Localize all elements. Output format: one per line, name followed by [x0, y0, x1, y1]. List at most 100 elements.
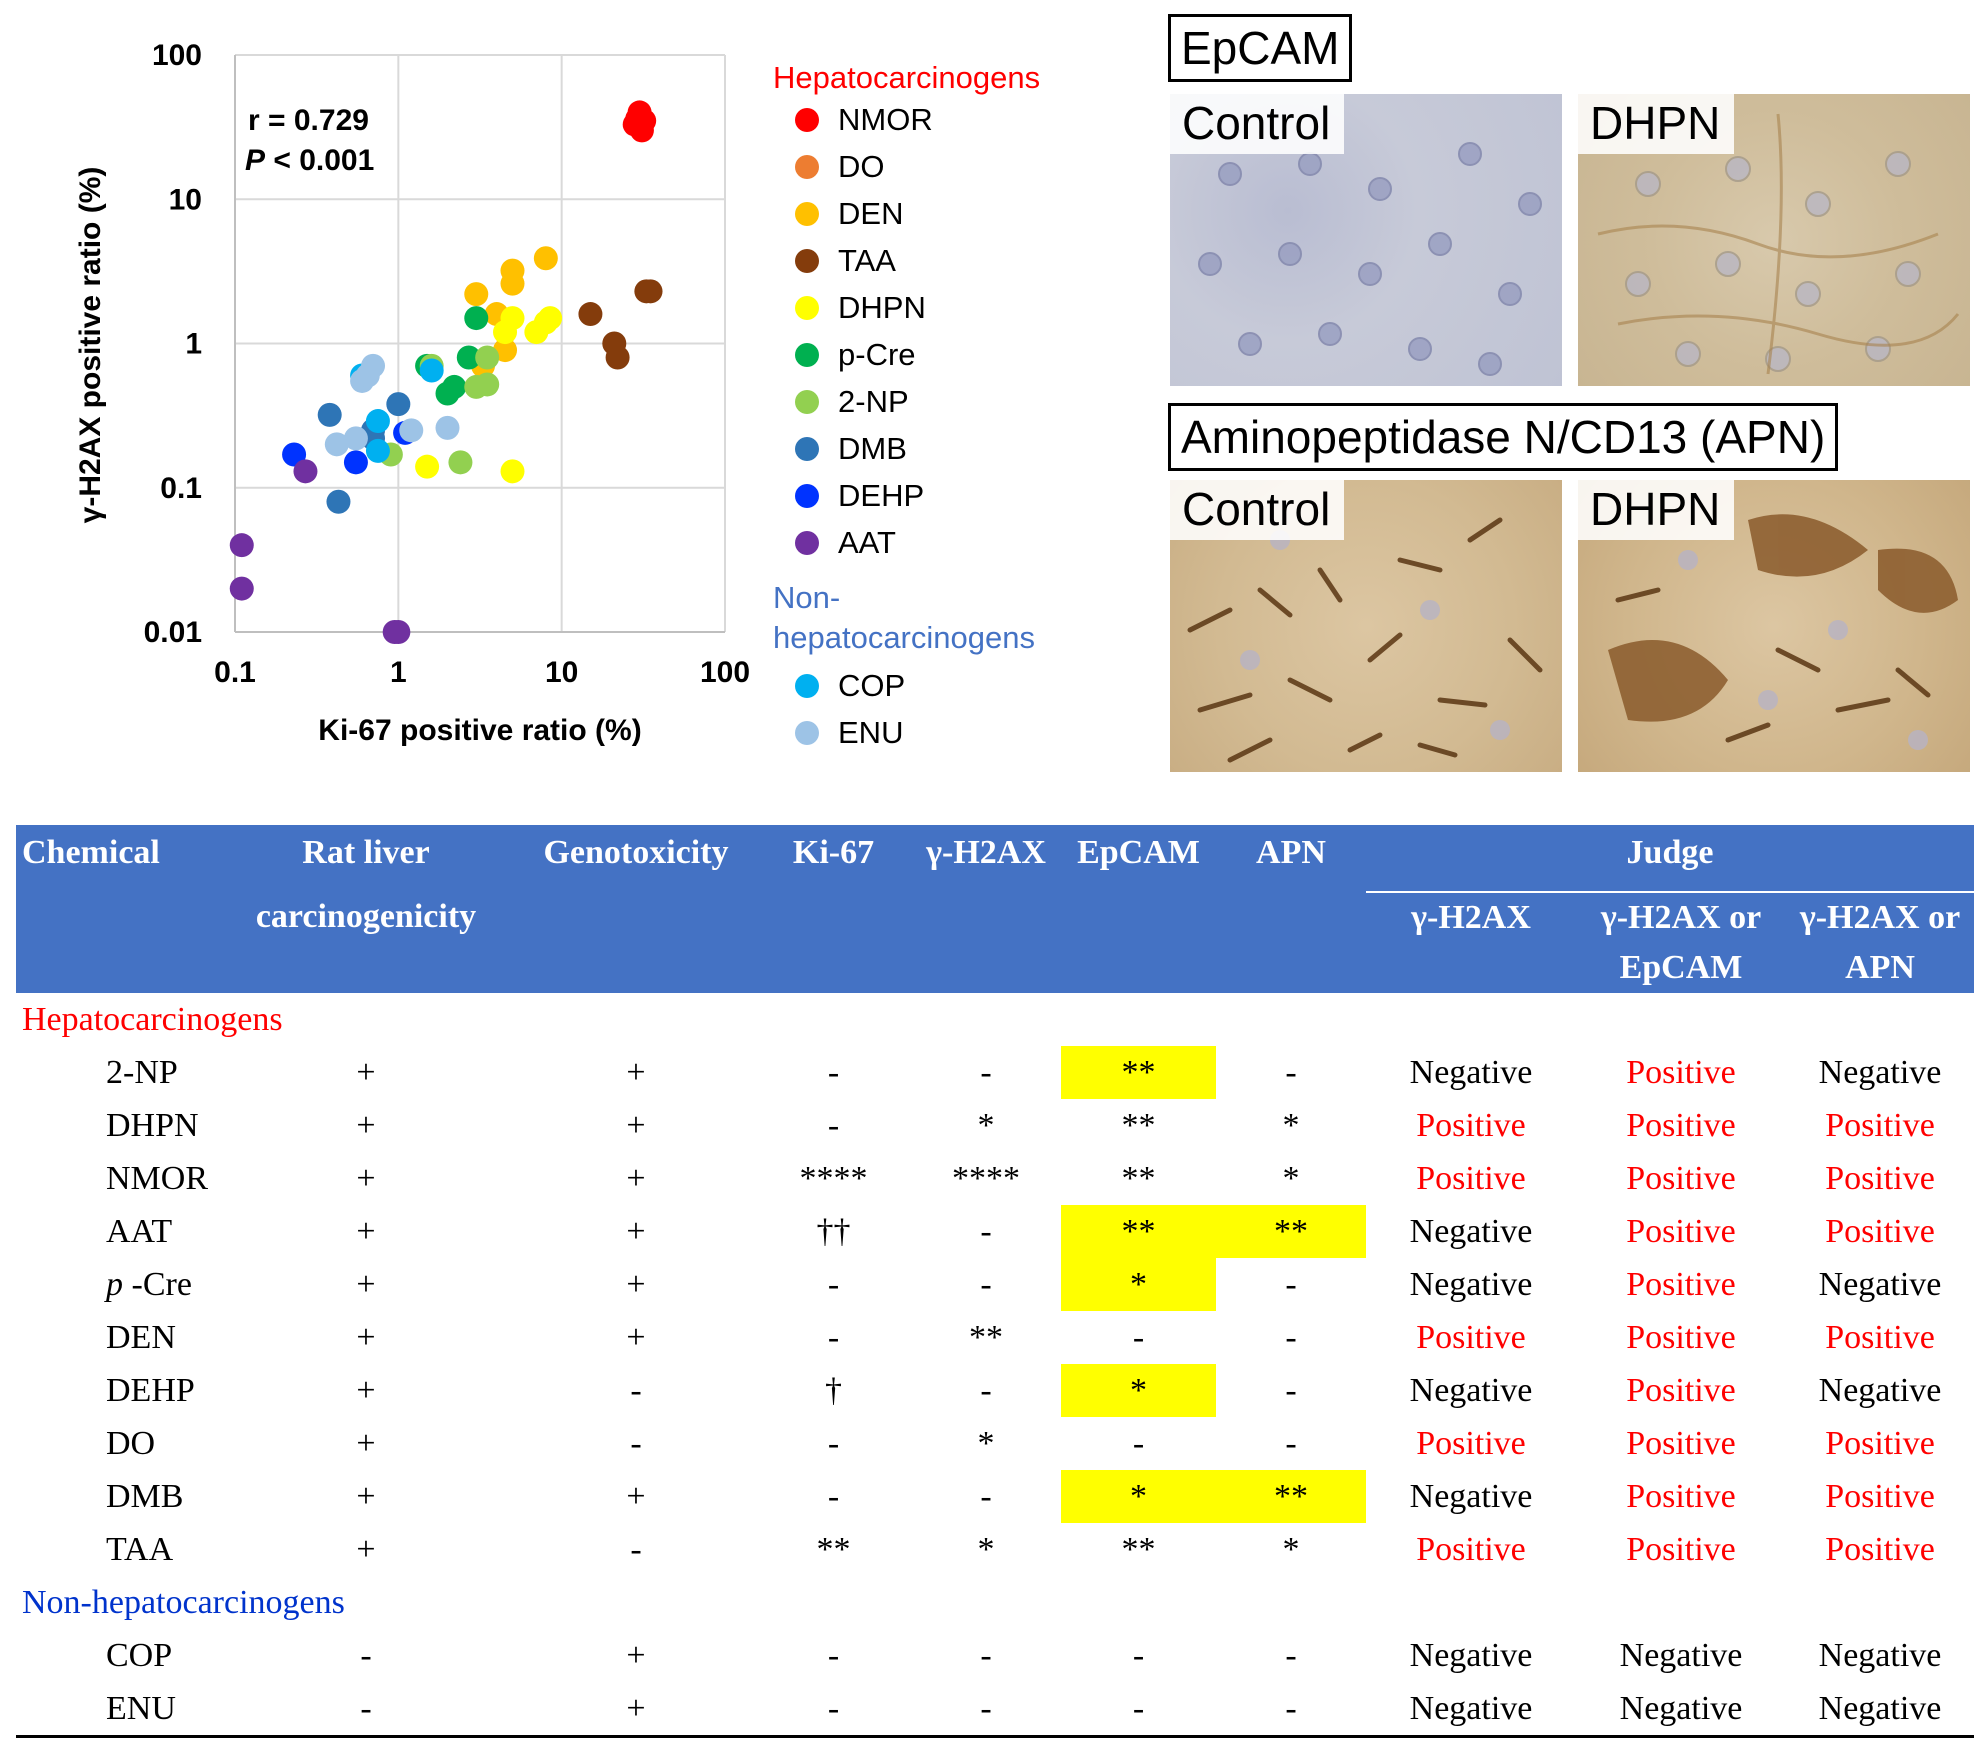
header-judge-gh2ax-or-apn: γ-H2AX or APN [1786, 892, 1975, 993]
cell-apn: - [1285, 1319, 1297, 1356]
cell-chemical: 2-NP [16, 1046, 216, 1099]
section-row: Non-hepatocarcinogens [16, 1576, 1974, 1629]
data-point-dhpn [538, 306, 563, 331]
cell-judge-j1: Positive [1416, 1107, 1526, 1144]
data-point-p-cre [464, 306, 489, 331]
cell-apn: * [1282, 1531, 1300, 1568]
cell-judge-j3: Positive [1825, 1425, 1935, 1462]
cell-chemical: p -Cre [16, 1258, 216, 1311]
y-tick-label: 10 [169, 183, 202, 216]
legend-group-title: Hepatocarcinogens [773, 60, 1040, 95]
chem-name: 2-NP [106, 1054, 178, 1091]
cell-judge-j1: Negative [1366, 1682, 1576, 1738]
cell-epcam: - [1132, 1637, 1145, 1674]
data-point-dhpn [500, 306, 525, 331]
cell-judge-j1: Positive [1416, 1425, 1526, 1462]
results-table-container: Chemical Rat liver Genotoxicity Ki-67 γ-… [16, 825, 1975, 1738]
data-point-cop [365, 438, 390, 463]
cell-rat: + [356, 1372, 376, 1409]
cell-gh2ax: - [980, 1637, 992, 1674]
legend-label-aat: AAT [838, 525, 896, 560]
data-point-dehp [343, 450, 368, 475]
chart-y-axis-label: γ-H2AX positive ratio (%) [74, 167, 107, 524]
cell-apn: - [1285, 1637, 1297, 1674]
legend-group-title-line2: hepatocarcinogens [773, 620, 1035, 655]
data-point-enu [343, 426, 368, 451]
cell-gh2ax: - [980, 1266, 992, 1303]
cell-apn: - [1285, 1425, 1297, 1462]
legend-marker-nmor [795, 108, 819, 132]
data-point-den [500, 271, 525, 296]
chem-name: DMB [106, 1478, 184, 1515]
x-tick-label: 0.1 [214, 656, 256, 689]
cell-chemical: DMB [16, 1470, 216, 1523]
cell-judge-j3: Positive [1825, 1107, 1935, 1144]
table-row: ENU - + - - - - Negative Negative Negative [16, 1682, 1975, 1738]
cell-judge-j2: Negative [1619, 1637, 1743, 1674]
apn-dhpn-label: DHPN [1578, 480, 1735, 540]
cell-rat: + [356, 1160, 376, 1197]
cell-epcam: ** [1121, 1531, 1156, 1568]
cell-rat: + [356, 1107, 376, 1144]
header-rat-liver-2: carcinogenicity [216, 892, 516, 993]
cell-judge-j2: Positive [1626, 1213, 1736, 1250]
table-row: NMOR + + **** **** ** * Positive Positive Positiv… [16, 1152, 1974, 1205]
cell-gh2ax: - [911, 1682, 1061, 1738]
cell-apn: - [1285, 1266, 1297, 1303]
cell-chemical: COP [106, 1637, 173, 1674]
legend-label-den: DEN [838, 196, 903, 231]
chem-name: DHPN [106, 1107, 199, 1144]
cell-gh2ax: - [980, 1478, 992, 1515]
cell-rat: - [360, 1637, 372, 1674]
legend-marker-dehp [795, 484, 819, 508]
cell-judge-j2: Positive [1626, 1160, 1736, 1197]
table-row: DO + - - * - - Positive Positive Positive [16, 1417, 1974, 1470]
cell-chemical: TAA [16, 1523, 216, 1576]
legend-marker-dmb [795, 437, 819, 461]
cell-geno: + [516, 1682, 756, 1738]
cell-epcam: ** [1121, 1160, 1156, 1197]
cell-judge-j1: Negative [1409, 1372, 1533, 1409]
cell-judge-j1: Negative [1409, 1266, 1533, 1303]
data-point-taa [638, 279, 663, 304]
legend-label-do: DO [838, 149, 885, 184]
cell-geno: + [626, 1054, 646, 1091]
header-genotoxicity: Genotoxicity [516, 825, 756, 892]
chem-name: NMOR [106, 1160, 209, 1197]
data-point-2-np [475, 372, 500, 397]
chart-grid [234, 54, 726, 633]
data-point-nmor [625, 107, 650, 132]
apn-title: Aminopeptidase N/CD13 (APN) [1168, 403, 1839, 471]
cell-apn: * [1282, 1107, 1300, 1144]
data-point-enu [324, 432, 349, 457]
legend-marker-enu [795, 721, 819, 745]
data-point-cop [365, 409, 390, 434]
epcam-control-cells [1198, 142, 1542, 376]
cell-judge-j1: Negative [1409, 1213, 1533, 1250]
data-point-dmb [386, 392, 411, 417]
cell-ki67: - [827, 1107, 840, 1144]
cell-judge-j2: Negative [1576, 1682, 1786, 1738]
cell-judge-j3: Negative [1786, 1682, 1975, 1738]
header-judge-gh2ax: γ-H2AX [1366, 892, 1576, 993]
cell-judge-j1: Positive [1416, 1160, 1526, 1197]
data-point-2-np [448, 450, 473, 475]
cell-judge-j2: Positive [1626, 1054, 1736, 1091]
header-blank-apn [1216, 892, 1366, 993]
cell-geno: - [630, 1372, 642, 1409]
cell-rat: + [356, 1266, 376, 1303]
x-tick-label: 10 [545, 656, 578, 689]
cell-chemical: DEHP [16, 1364, 216, 1417]
cell-judge-j3: Positive [1825, 1531, 1935, 1568]
epcam-dhpn-cells [1597, 113, 1960, 375]
cell-gh2ax: - [980, 1213, 992, 1250]
cell-geno: + [626, 1213, 646, 1250]
data-point-cop [419, 358, 444, 383]
y-tick-label: 1 [185, 328, 202, 361]
cell-rat: + [356, 1425, 376, 1462]
data-point-aat [229, 576, 254, 601]
cell-gh2ax: **** [952, 1160, 1020, 1197]
legend-marker-aat [795, 531, 819, 555]
legend-marker-dhpn [795, 296, 819, 320]
header-chemical: Chemical [16, 825, 216, 892]
